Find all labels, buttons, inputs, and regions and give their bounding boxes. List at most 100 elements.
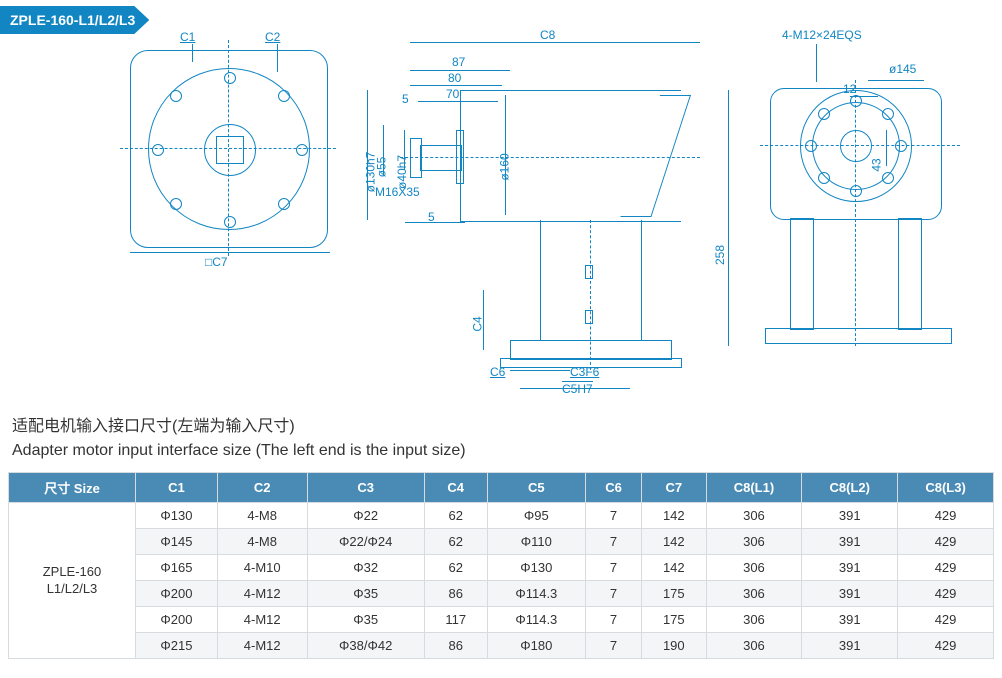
table-cell: 306	[706, 503, 802, 529]
dim-c7: □C7	[205, 255, 228, 269]
dim-258: 258	[713, 245, 727, 265]
table-cell: 117	[424, 607, 487, 633]
table-cell: Φ35	[307, 607, 424, 633]
table-cell: 7	[585, 503, 641, 529]
table-cell: Φ95	[487, 503, 585, 529]
table-header-cell: C1	[136, 473, 218, 503]
table-cell: 391	[802, 529, 898, 555]
table-body: ZPLE-160L1/L2/L3Φ1304-M8Φ2262Φ9571423063…	[9, 503, 994, 659]
dim-80: 80	[448, 71, 461, 85]
table-cell: Φ215	[136, 633, 218, 659]
table-cell: 175	[642, 607, 707, 633]
table-cell: 4-M12	[217, 607, 307, 633]
table-cell: 306	[706, 555, 802, 581]
table-cell: 7	[585, 555, 641, 581]
table-cell: 4-M12	[217, 633, 307, 659]
table-cell: Φ165	[136, 555, 218, 581]
table-cell: 62	[424, 529, 487, 555]
dim-43: 43	[870, 158, 884, 171]
table-cell: 429	[898, 607, 994, 633]
table-header-cell: C8(L3)	[898, 473, 994, 503]
title-cn: 适配电机输入接口尺寸(左端为输入尺寸)	[12, 415, 990, 439]
table-cell: 4-M12	[217, 581, 307, 607]
dim-c5h7: C5H7	[562, 382, 593, 396]
table-header-cell: C4	[424, 473, 487, 503]
table-cell: Φ35	[307, 581, 424, 607]
table-cell: 429	[898, 581, 994, 607]
dim-5a: 5	[402, 92, 409, 106]
table-cell: 4-M10	[217, 555, 307, 581]
table-header-cell: C5	[487, 473, 585, 503]
table-cell: Φ22/Φ24	[307, 529, 424, 555]
table-cell: 7	[585, 607, 641, 633]
table-cell: 306	[706, 633, 802, 659]
table-cell: 62	[424, 555, 487, 581]
spec-table: 尺寸 SizeC1C2C3C4C5C6C7C8(L1)C8(L2)C8(L3) …	[8, 472, 994, 659]
table-cell: 4-M8	[217, 529, 307, 555]
title-en: Adapter motor input interface size (The …	[12, 439, 990, 463]
table-cell: Φ130	[136, 503, 218, 529]
table-cell: 190	[642, 633, 707, 659]
table-row: ZPLE-160L1/L2/L3Φ1304-M8Φ2262Φ9571423063…	[9, 503, 994, 529]
table-cell: 7	[585, 633, 641, 659]
dim-c8: C8	[540, 28, 555, 42]
table-header-row: 尺寸 SizeC1C2C3C4C5C6C7C8(L1)C8(L2)C8(L3)	[9, 473, 994, 503]
table-cell: 429	[898, 529, 994, 555]
table-cell: Φ130	[487, 555, 585, 581]
dim-c2: C2	[265, 30, 280, 44]
table-row: Φ1454-M8Φ22/Φ2462Φ1107142306391429	[9, 529, 994, 555]
table-cell: 7	[585, 581, 641, 607]
dim-c6: C6	[490, 365, 505, 379]
front-view	[130, 50, 330, 250]
table-row: Φ2004-M12Φ35117Φ114.37175306391429	[9, 607, 994, 633]
table-cell: 429	[898, 555, 994, 581]
table-row: Φ1654-M10Φ3262Φ1307142306391429	[9, 555, 994, 581]
dim-c3f6: C3F6	[570, 365, 599, 379]
table-cell: 391	[802, 633, 898, 659]
table-cell: Φ200	[136, 581, 218, 607]
table-header-cell: C3	[307, 473, 424, 503]
table-cell: 142	[642, 529, 707, 555]
table-cell: 7	[585, 529, 641, 555]
table-header-cell: C8(L1)	[706, 473, 802, 503]
dim-d145: ø145	[889, 62, 916, 76]
side-view	[380, 50, 690, 380]
table-cell: 391	[802, 607, 898, 633]
table-header-cell: C2	[217, 473, 307, 503]
dim-m16: M16X35	[375, 185, 420, 199]
dim-thread-top: 4-M12×24EQS	[782, 28, 862, 42]
table-cell: 306	[706, 581, 802, 607]
table-cell: 142	[642, 503, 707, 529]
table-cell: 86	[424, 633, 487, 659]
model-cell: ZPLE-160L1/L2/L3	[9, 503, 136, 659]
table-cell: 391	[802, 581, 898, 607]
table-cell: Φ200	[136, 607, 218, 633]
dim-d55: ø55	[374, 157, 388, 178]
table-cell: 429	[898, 503, 994, 529]
dim-70: 70	[446, 87, 459, 101]
table-cell: Φ38/Φ42	[307, 633, 424, 659]
table-cell: Φ145	[136, 529, 218, 555]
table-cell: 306	[706, 607, 802, 633]
table-cell: 86	[424, 581, 487, 607]
table-header-cell: C6	[585, 473, 641, 503]
dim-c1: C1	[180, 30, 195, 44]
table-header-cell: C7	[642, 473, 707, 503]
table-header-cell: C8(L2)	[802, 473, 898, 503]
table-cell: 306	[706, 529, 802, 555]
table-cell: Φ110	[487, 529, 585, 555]
engineering-drawing: C1 C2 □C7 C8	[10, 30, 992, 400]
table-row: Φ2004-M12Φ3586Φ114.37175306391429	[9, 581, 994, 607]
dim-87: 87	[452, 55, 465, 69]
dim-d40h7: ø40h7	[395, 155, 409, 189]
table-cell: Φ114.3	[487, 581, 585, 607]
dim-12: 12	[843, 82, 856, 96]
table-cell: 62	[424, 503, 487, 529]
table-cell: 4-M8	[217, 503, 307, 529]
table-cell: Φ22	[307, 503, 424, 529]
table-cell: 142	[642, 555, 707, 581]
table-cell: 391	[802, 503, 898, 529]
table-row: Φ2154-M12Φ38/Φ4286Φ1807190306391429	[9, 633, 994, 659]
table-cell: 391	[802, 555, 898, 581]
table-cell: Φ114.3	[487, 607, 585, 633]
